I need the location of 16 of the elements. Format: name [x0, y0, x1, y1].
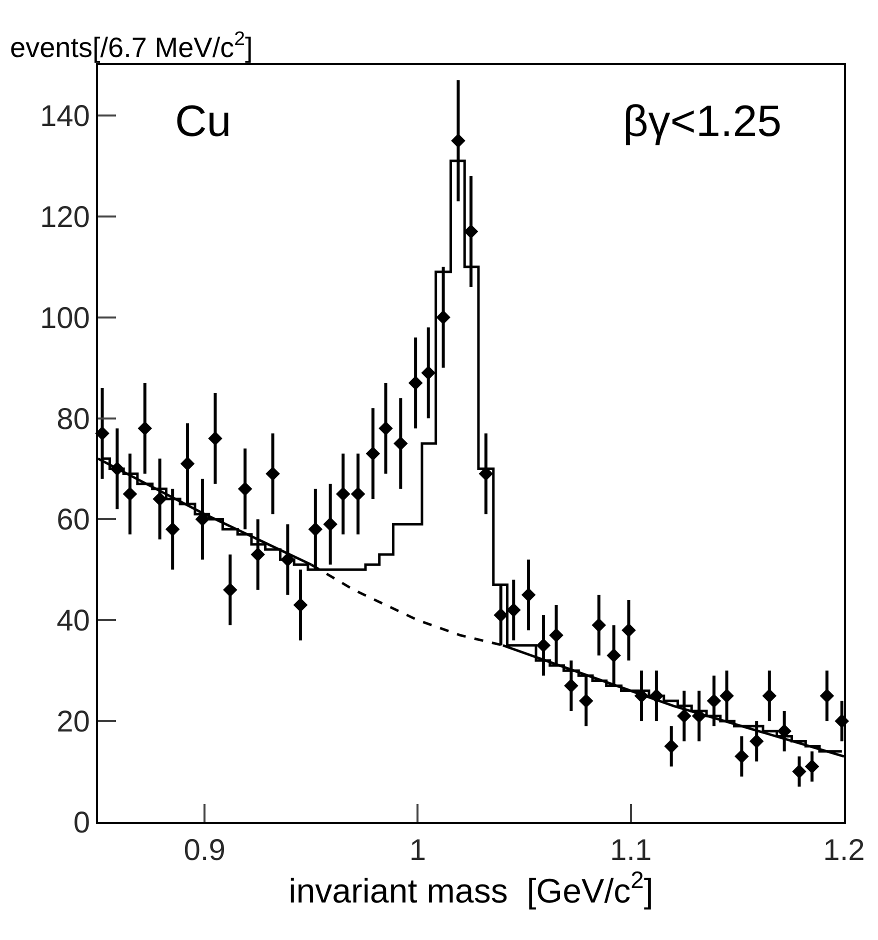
y-tick-label: 60 [56, 504, 90, 537]
x-tick-label: 1.2 [823, 834, 865, 867]
y-tick-label: 0 [73, 806, 90, 840]
y-tick-label: 140 [40, 100, 90, 133]
y-tick-label: 100 [40, 302, 90, 335]
annotation: Cu [175, 97, 232, 146]
y-tick-label: 80 [56, 402, 90, 436]
y-axis-title: events[/6.7 MeV/c$^{2}$] [10, 28, 253, 63]
x-axis-title: invariant mass [GeV/c$^{2}$] [288, 867, 654, 910]
x-tick-label: 1 [409, 834, 426, 867]
y-tick-label: 40 [56, 604, 90, 638]
y-tick-label: 20 [56, 706, 90, 739]
x-tick-label: 0.9 [184, 834, 226, 867]
annotation: βγ<1.25 [623, 97, 782, 146]
y-tick-label: 120 [40, 200, 90, 234]
x-tick-label: 1.1 [610, 834, 652, 867]
